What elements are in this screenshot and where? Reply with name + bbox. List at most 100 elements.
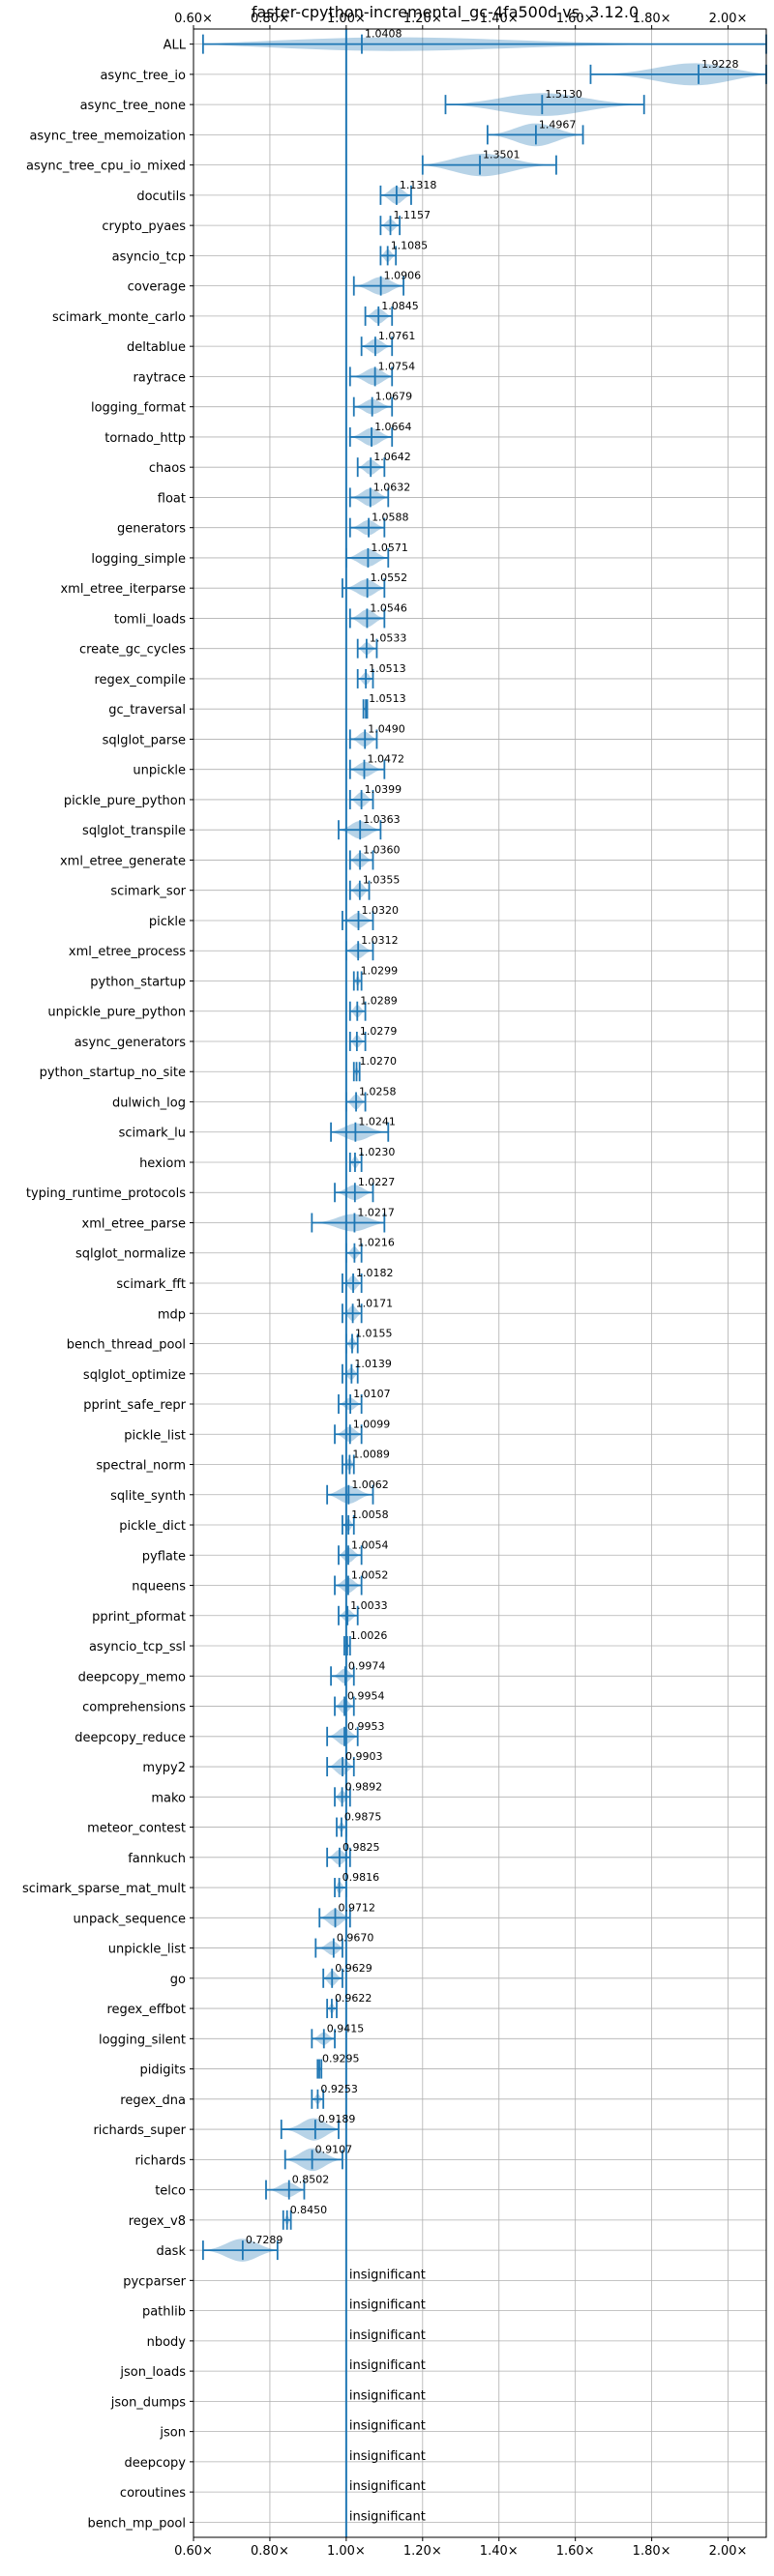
mean-value-label: 1.0363 (363, 813, 401, 826)
benchmark-label: meteor_contest (87, 1822, 186, 1836)
benchmark-label: spectral_norm (96, 1459, 186, 1474)
mean-value-label: 1.4967 (539, 118, 577, 131)
benchmark-label: deepcopy_memo (78, 1670, 186, 1684)
mean-value-label: 1.0216 (357, 1237, 395, 1249)
label-layer: 1.0408 1.9228 1.5130 1.4967 1.3501 1.1318 1.11… (246, 28, 739, 2525)
x-tick-label-top: 1.80× (633, 12, 671, 26)
mean-value-label: 0.9189 (318, 2113, 356, 2125)
mean-value-label: 0.9875 (344, 1811, 382, 1824)
insignificant-label: insignificant (349, 2328, 426, 2343)
x-tick-label-bottom: 0.80× (251, 2544, 289, 2559)
mean-value-label: 1.0089 (352, 1449, 390, 1461)
benchmark-label: ALL (164, 39, 187, 53)
mean-value-label: 1.1085 (391, 239, 429, 251)
benchmark-label: logging_simple (91, 552, 186, 567)
mean-value-label: 0.7289 (246, 2234, 283, 2246)
benchmark-label: regex_v8 (129, 2214, 186, 2229)
insignificant-label: insignificant (349, 2388, 426, 2403)
benchmark-label: bench_thread_pool (67, 1338, 186, 1353)
benchmark-label: deepcopy_reduce (74, 1731, 186, 1745)
mean-value-label: 0.9107 (315, 2143, 353, 2155)
mean-value-label: 1.0399 (365, 783, 402, 796)
benchmark-label: gc_traversal (108, 703, 186, 717)
benchmark-label: go (170, 1973, 186, 1987)
mean-value-label: 1.0533 (370, 632, 407, 645)
mean-value-label: 1.0058 (351, 1508, 389, 1521)
benchmark-label: scimark_lu (119, 1127, 186, 1141)
insignificant-label: insignificant (349, 2298, 426, 2313)
benchmark-label: xml_etree_process (69, 945, 186, 959)
benchmark-label: raytrace (133, 370, 186, 385)
benchmark-label: python_startup_no_site (40, 1066, 186, 1080)
benchmark-label: typing_runtime_protocols (26, 1186, 186, 1201)
mean-value-label: 1.0355 (363, 874, 401, 887)
tick-layer: 0.60× 0.60× 0.80× 0.80× 1.00× 1.00× 1.20× 1.20×… (22, 12, 747, 2559)
mean-value-label: 1.0761 (378, 330, 416, 342)
mean-value-label: 0.9622 (335, 1992, 372, 2005)
benchmark-label: richards_super (93, 2123, 186, 2138)
insignificant-label: insignificant (349, 2268, 426, 2282)
x-tick-label-top: 1.00× (327, 12, 366, 26)
x-tick-label-bottom: 1.60× (556, 2544, 595, 2559)
benchmark-label: async_generators (74, 1036, 187, 1050)
benchmark-label: scimark_sparse_mat_mult (22, 1882, 186, 1896)
benchmark-label: unpickle_list (108, 1943, 186, 1957)
mean-value-label: 1.0270 (360, 1055, 398, 1068)
mean-value-label: 1.0320 (361, 904, 399, 917)
mean-value-label: 1.0155 (355, 1328, 393, 1340)
mean-value-label: 1.0408 (365, 28, 402, 41)
mean-value-label: 1.0513 (369, 692, 406, 705)
mean-value-label: 1.0845 (381, 300, 419, 312)
benchmark-label: json_loads (119, 2365, 186, 2380)
benchmark-label: scimark_fft (116, 1277, 186, 1292)
mean-value-label: 1.0107 (353, 1388, 391, 1400)
benchmark-label: xml_etree_generate (60, 854, 186, 868)
mean-value-label: 1.0230 (358, 1146, 396, 1158)
mean-value-label: 1.0171 (356, 1297, 394, 1309)
mean-value-label: 0.9954 (347, 1690, 385, 1703)
mean-value-label: 1.0062 (351, 1478, 389, 1491)
benchmark-label: mypy2 (142, 1761, 186, 1775)
mean-value-label: 1.9228 (701, 58, 739, 71)
mean-value-label: 1.1318 (400, 179, 437, 191)
benchmark-label: async_tree_io (100, 69, 186, 83)
benchmark-label: async_tree_memoization (29, 129, 186, 143)
mean-value-label: 1.0054 (351, 1538, 389, 1551)
mean-value-label: 1.0258 (359, 1085, 397, 1098)
benchmark-label: logging_format (91, 401, 186, 416)
benchmark-label: sqlglot_parse (103, 733, 186, 747)
benchmark-label: comprehensions (82, 1701, 186, 1715)
benchmark-label: pickle_pure_python (64, 794, 186, 808)
mean-value-label: 1.0182 (356, 1267, 394, 1279)
x-tick-label-top: 1.60× (556, 12, 595, 26)
mean-value-label: 1.0279 (360, 1025, 398, 1038)
benchmark-label: fannkuch (128, 1852, 186, 1866)
benchmark-label: pickle_dict (119, 1519, 186, 1534)
benchmark-label: sqlglot_optimize (83, 1368, 186, 1383)
benchmark-label: chaos (149, 461, 186, 476)
benchmark-label: asyncio_tcp_ssl (89, 1640, 186, 1654)
mean-value-label: 0.9415 (327, 2022, 365, 2034)
mean-value-label: 1.0139 (354, 1358, 392, 1370)
mean-value-label: 1.0472 (367, 753, 404, 766)
benchmark-label: create_gc_cycles (79, 643, 186, 658)
benchmark-label: regex_effbot (106, 2003, 186, 2017)
mean-value-label: 1.0052 (351, 1569, 389, 1582)
mean-value-label: 1.0241 (358, 1116, 396, 1128)
benchmark-label: xml_etree_iterparse (60, 582, 186, 597)
benchmark-label: unpack_sequence (73, 1912, 186, 1926)
benchmark-label: float (158, 491, 186, 506)
x-tick-label-top: 2.00× (709, 12, 748, 26)
mean-value-label: 0.9903 (345, 1750, 383, 1763)
x-tick-label-bottom: 0.60× (174, 2544, 213, 2559)
mean-value-label: 1.3501 (483, 149, 520, 161)
benchmark-label: unpickle (133, 764, 186, 778)
benchmark-label: json (159, 2426, 186, 2441)
mean-value-label: 1.0289 (360, 995, 398, 1008)
benchmark-label: pickle (149, 915, 186, 929)
mean-value-label: 1.0664 (374, 421, 412, 433)
benchmark-label: async_tree_none (80, 99, 186, 113)
benchmark-label: hexiom (139, 1156, 186, 1171)
benchmark-label: coroutines (120, 2486, 186, 2501)
